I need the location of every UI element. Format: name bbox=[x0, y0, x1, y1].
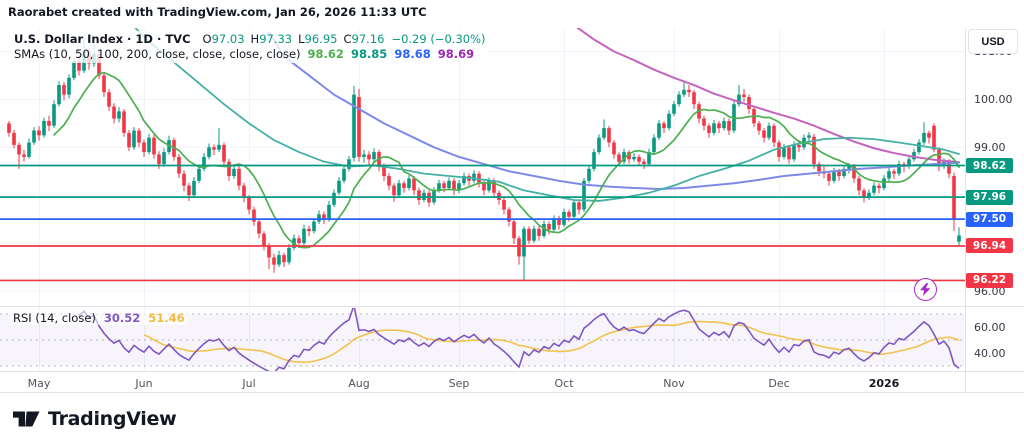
price-axis-label: 100.00 bbox=[974, 92, 1013, 106]
rsi-line bbox=[78, 308, 960, 372]
ohlc-open-label: O bbox=[202, 32, 212, 46]
time-axis-label: Jul bbox=[242, 377, 256, 390]
symbol-title: U.S. Dollar Index · 1D · TVC bbox=[14, 32, 191, 46]
ohlc-close-label: C bbox=[343, 32, 352, 46]
rsi-title: RSI (14, close) bbox=[13, 311, 96, 325]
lightning-icon bbox=[920, 283, 931, 296]
time-axis-label: 2026 bbox=[868, 377, 900, 390]
rsi-ma-line bbox=[143, 320, 960, 364]
tradingview-logo[interactable]: TradingView bbox=[13, 408, 177, 430]
pane-dividers bbox=[0, 28, 1024, 393]
ohlc-low-label: L bbox=[298, 32, 305, 46]
time-axis-label: Aug bbox=[348, 377, 370, 390]
currency-button[interactable]: USD bbox=[968, 29, 1018, 54]
time-axis-label: Oct bbox=[554, 377, 574, 390]
ohlc-open-value: 97.03 bbox=[211, 32, 245, 46]
sma-lines bbox=[53, 28, 960, 249]
sma-200-line bbox=[576, 28, 960, 164]
tradingview-logo-icon bbox=[13, 411, 40, 427]
candlestick-series bbox=[7, 37, 961, 281]
tradingview-wordmark: TradingView bbox=[48, 408, 177, 430]
symbol-legend[interactable]: U.S. Dollar Index · 1D · TVC O97.03 H97.33… bbox=[10, 31, 490, 63]
lightning-badge[interactable] bbox=[914, 278, 937, 301]
ohlc-close-value: 97.16 bbox=[351, 32, 385, 46]
sma-10-line bbox=[53, 71, 960, 249]
price-level-rays bbox=[0, 164, 965, 282]
time-axis-label: Nov bbox=[663, 377, 685, 390]
time-axis-label: Jun bbox=[135, 377, 153, 390]
legend-ohlc-row: U.S. Dollar Index · 1D · TVC O97.03 H97.33… bbox=[14, 32, 486, 47]
chart-attribution: Raorabet created with TradingView.com, J… bbox=[8, 5, 427, 19]
sma200-value: 98.69 bbox=[437, 47, 475, 61]
change-value: −0.29 (−0.30%) bbox=[391, 32, 486, 46]
price-level-badge: 96.22 bbox=[966, 272, 1013, 288]
time-axis-label: May bbox=[27, 377, 51, 390]
time-axis-label: Sep bbox=[448, 377, 470, 390]
ohlc-high-value: 97.33 bbox=[259, 32, 293, 46]
rsi-legend[interactable]: RSI (14, close) 30.52 51.46 bbox=[10, 311, 188, 325]
price-axis-label: 99.00 bbox=[974, 140, 1006, 154]
sma50-value: 98.85 bbox=[350, 47, 388, 61]
price-level-badge: 97.50 bbox=[966, 211, 1013, 227]
price-level-badge: 98.62 bbox=[966, 158, 1013, 173]
legend-sma-row: SMAs (10, 50, 100, 200, close, close, cl… bbox=[14, 47, 486, 62]
price-level-badge: 96.94 bbox=[966, 238, 1013, 254]
rsi-ma-value: 51.46 bbox=[148, 311, 185, 325]
price-level-badge: 97.96 bbox=[966, 189, 1013, 205]
sma10-value: 98.62 bbox=[307, 47, 344, 61]
time-axis-label: Dec bbox=[768, 377, 790, 390]
rsi-axis-label: 60.00 bbox=[974, 320, 1006, 334]
sma100-value: 98.68 bbox=[394, 47, 431, 61]
sma-label: SMAs (10, 50, 100, 200, close, close, cl… bbox=[14, 47, 301, 61]
sma-50-line bbox=[134, 28, 960, 202]
rsi-axis-label: 40.00 bbox=[974, 346, 1006, 360]
sma-100-line bbox=[268, 31, 960, 190]
ohlc-low-value: 96.95 bbox=[304, 32, 338, 46]
ohlc-high-label: H bbox=[250, 32, 260, 46]
rsi-value: 30.52 bbox=[103, 311, 141, 325]
